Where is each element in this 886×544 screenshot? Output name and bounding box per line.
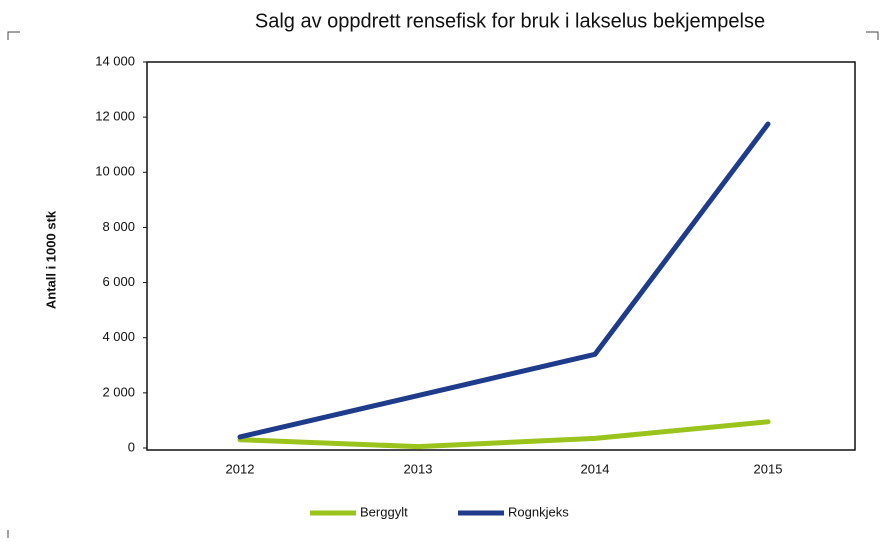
series-line (237, 121, 771, 440)
y-tick-label: 14 000 (95, 53, 135, 68)
chart-title: Salg av oppdrett rensefisk for bruk i la… (255, 10, 765, 32)
y-tick-label: 12 000 (95, 109, 135, 124)
plot-area (146, 61, 856, 451)
y-tick-label: 6 000 (102, 274, 135, 289)
y-tick-label: 4 000 (102, 329, 135, 344)
frame-corner (7, 31, 879, 538)
y-tick-label: 8 000 (102, 219, 135, 234)
x-tick-label: 2012 (226, 461, 255, 476)
y-tick-label: 0 (128, 439, 135, 454)
x-tick-label: 2013 (404, 461, 433, 476)
legend-label: Berggylt (360, 504, 408, 519)
legend-label: Rognkjeks (508, 504, 569, 519)
x-tick-label: 2015 (754, 461, 783, 476)
y-tick-label: 10 000 (95, 164, 135, 179)
x-tick-label: 2014 (581, 461, 610, 476)
y-tick-label: 2 000 (102, 384, 135, 399)
y-axis-label: Antall i 1000 stk (43, 210, 58, 309)
series-line (237, 419, 771, 450)
